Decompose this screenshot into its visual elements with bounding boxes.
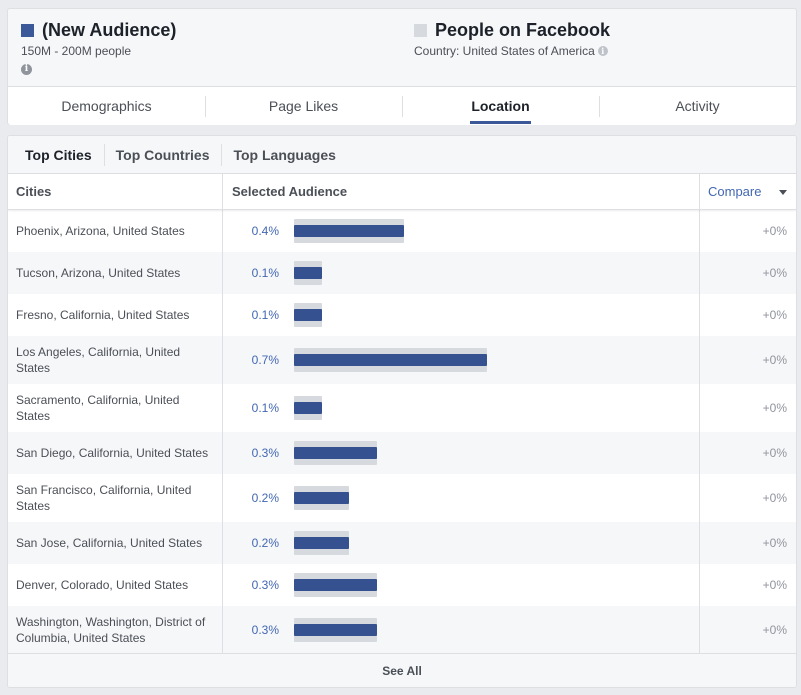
audience-percent: 0.7% [251,353,279,367]
table-row: Tucson, Arizona, United States 0.1% +0% [8,252,796,294]
audience-bar [294,447,377,459]
comparison-bar [294,486,349,510]
audience-bar [294,402,322,414]
audience-bar [294,267,322,279]
audience-title: (New Audience) [42,19,177,40]
city-name: Fresno, California, United States [8,294,223,336]
audience-percent: 0.2% [251,536,279,550]
table-row: Fresno, California, United States 0.1% +0% [8,294,796,336]
comparison-bar [294,531,349,555]
audience-percent: 0.1% [251,266,279,280]
compare-value: +0% [762,623,787,637]
audience-cell: 0.1% [223,252,700,294]
audience-percent: 0.3% [251,578,279,592]
audience-color-swatch [21,23,34,37]
city-name: Tucson, Arizona, United States [8,252,223,294]
tab-location[interactable]: Location [402,87,599,125]
city-name: San Francisco, California, United States [8,474,223,522]
audience-bar [294,537,349,549]
audience-size: 150M - 200M people [21,44,132,58]
comparison-country: Country: United States of America [414,44,595,58]
audience-percent: 0.3% [251,623,279,637]
audience-cell: 0.1% [223,384,700,432]
comparison-title: People on Facebook [435,19,611,40]
location-panel: Top Cities Top Countries Top Languages C… [7,135,797,688]
comparison-bar [294,303,322,327]
audience-cell: 0.3% [223,432,700,474]
table-row: San Jose, California, United States 0.2% +… [8,522,796,564]
see-all-button[interactable]: See All [8,653,796,687]
comparison-bar [294,348,487,372]
tab-activity[interactable]: Activity [599,87,796,125]
audience-bar [294,492,349,504]
compare-value: +0% [762,308,787,322]
info-icon[interactable]: i [21,64,32,75]
subtab-top-cities[interactable]: Top Cities [25,146,92,163]
audience-bar [294,579,377,591]
audience-bar [294,225,404,237]
compare-value: +0% [762,401,787,415]
compare-value: +0% [762,536,787,550]
comparison-bar [294,261,322,285]
tab-demographics[interactable]: Demographics [61,98,152,114]
main-tabs: Demographics Page Likes Location Activit… [8,86,796,125]
comparison-bar [294,396,322,420]
subtab-top-languages[interactable]: Top Languages [221,143,347,166]
chevron-down-icon [779,190,787,195]
audience-cell: 0.2% [223,522,700,564]
table-row: Washington, Washington, District of Colu… [8,606,796,654]
audience-cell: 0.1% [223,294,700,336]
table-header: Cities Selected Audience Compare [8,174,796,210]
table-row: San Diego, California, United States 0.3%… [8,432,796,474]
city-name: Los Angeles, California, United States [8,336,223,384]
audience-percent: 0.2% [251,491,279,505]
cities-table: Phoenix, Arizona, United States 0.4% +0% Tu… [8,210,796,654]
audience-percent: 0.3% [251,446,279,460]
audience-percent: 0.1% [251,401,279,415]
table-row: Los Angeles, California, United States 0.… [8,336,796,384]
table-row: Sacramento, California, United States 0.1… [8,384,796,432]
comparison-color-swatch [414,23,427,37]
audience-bar [294,624,377,636]
audience-percent: 0.4% [251,224,279,238]
audience-percent: 0.1% [251,308,279,322]
column-header-cities: Cities [8,174,223,209]
audience-cell: 0.2% [223,474,700,522]
table-row: San Francisco, California, United States… [8,474,796,522]
table-row: Phoenix, Arizona, United States 0.4% +0% [8,210,796,252]
tab-page-likes[interactable]: Page Likes [205,87,402,125]
city-name: San Diego, California, United States [8,432,223,474]
comparison-bar [294,219,404,243]
city-name: Phoenix, Arizona, United States [8,210,223,252]
table-row: Denver, Colorado, United States 0.3% +0% [8,564,796,606]
audience-cell: 0.7% [223,336,700,384]
city-name: San Jose, California, United States [8,522,223,564]
selected-audience-summary: (New Audience) 150M - 200M people i [21,19,176,76]
compare-value: +0% [762,446,787,460]
info-icon[interactable]: i [597,46,608,56]
location-subtabs: Top Cities Top Countries Top Languages [8,136,796,174]
compare-value: +0% [762,224,787,238]
compare-value: +0% [762,578,787,592]
compare-value: +0% [762,491,787,505]
compare-label: Compare [708,184,762,199]
comparison-bar [294,573,377,597]
audience-bar [294,309,322,321]
subtab-top-countries[interactable]: Top Countries [103,143,222,166]
compare-value: +0% [762,266,787,280]
audience-header: (New Audience) 150M - 200M people i Peop… [7,8,797,125]
audience-cell: 0.3% [223,564,700,606]
column-header-selected-audience: Selected Audience [223,174,700,209]
comparison-bar [294,441,377,465]
audience-cell: 0.4% [223,210,700,252]
comparison-bar [294,618,377,642]
audience-bar [294,354,487,366]
city-name: Denver, Colorado, United States [8,564,223,606]
comparison-audience-summary: People on Facebook Country: United State… [414,19,610,58]
city-name: Washington, Washington, District of Colu… [8,606,223,654]
compare-value: +0% [762,353,787,367]
compare-dropdown[interactable]: Compare [700,174,796,209]
audience-cell: 0.3% [223,606,700,654]
city-name: Sacramento, California, United States [8,384,223,432]
